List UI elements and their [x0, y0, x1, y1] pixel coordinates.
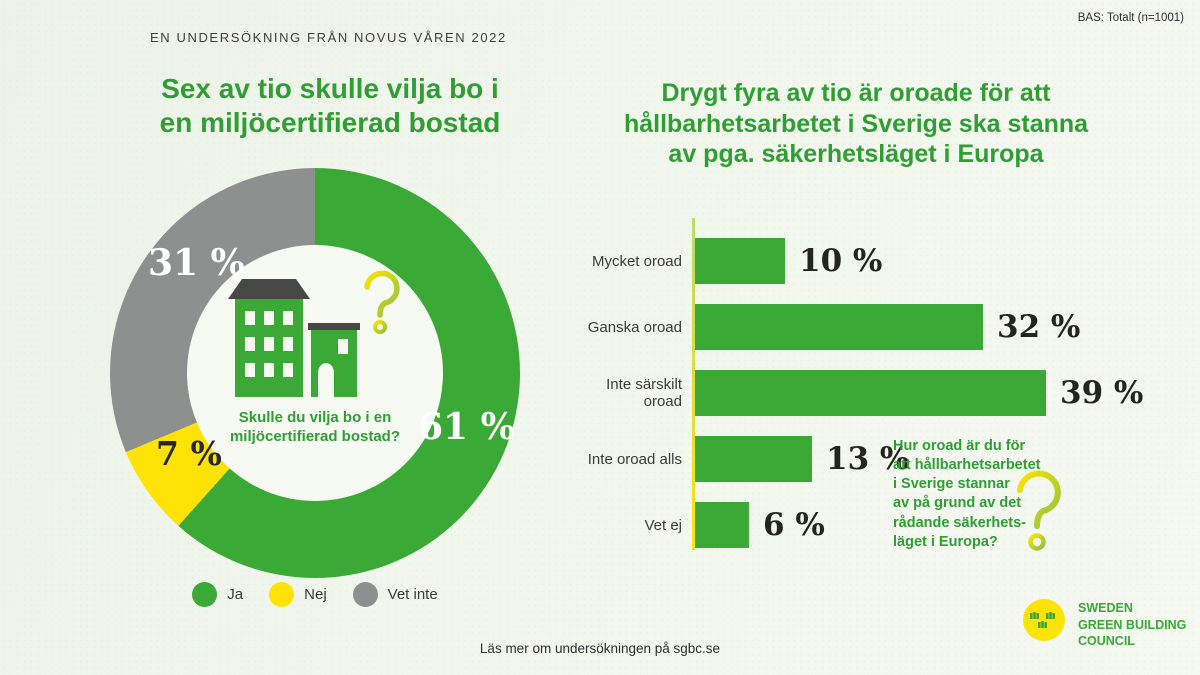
- bar-value-label: 39 %: [1060, 375, 1144, 411]
- legend-item: Vet inte: [352, 582, 438, 607]
- bar-value-label: 6 %: [763, 507, 825, 543]
- donut-slice-label-vet-inte: 31 %: [148, 242, 245, 284]
- bar-value-label: 32 %: [997, 309, 1081, 345]
- footer-link[interactable]: Läs mer om undersökningen på sgbc.se: [479, 641, 721, 656]
- bar-row: Vet ej 6 %: [575, 502, 1143, 548]
- question-line: rådande säkerhets-: [893, 514, 1026, 531]
- sgbc-logo-text: SWEDEN GREEN BUILDING COUNCIL: [1078, 598, 1186, 650]
- bar-category-label: Mycket oroad: [591, 252, 682, 270]
- bar-value-label: 13 %: [826, 441, 910, 477]
- legend-swatch: [192, 582, 218, 607]
- donut-chart-title: Sex av tio skulle vilja bo i en miljöcer…: [95, 72, 565, 139]
- title-line: en miljöcertifierad bostad: [159, 106, 501, 138]
- title-line: Sex av tio skulle vilja bo i: [161, 73, 499, 104]
- bar: [695, 502, 749, 548]
- bar-value-label: 10 %: [799, 243, 883, 279]
- legend: Ja Nej Vet inte: [110, 582, 520, 607]
- donut-slice-label-nej: 7 %: [156, 434, 222, 473]
- donut-center-question: Skulle du vilja bo i en miljöcertifierad…: [230, 409, 400, 447]
- sgbc-logo-icon: [1023, 599, 1065, 641]
- title-line: hållbarhetsarbetet i Sverige ska stanna: [623, 109, 1089, 138]
- title-line: av pga. säkerhetsläget i Europa: [668, 140, 1044, 168]
- donut-center: Skulle du vilja bo i en miljöcertifierad…: [187, 245, 443, 501]
- logo-line: GREEN BUILDING: [1078, 617, 1187, 632]
- bar-row: Ganska oroad 32 %: [575, 304, 1143, 350]
- bar: [695, 238, 785, 284]
- logo-line: SWEDEN: [1078, 601, 1133, 615]
- question-line: i Sverige stannar: [893, 476, 1010, 493]
- sample-base-label: BAS: Totalt (n=1001): [1077, 12, 1184, 24]
- bar-chart-title: Drygt fyra av tio är oroade för att håll…: [586, 78, 1126, 170]
- legend-swatch: [269, 582, 295, 607]
- bar: [695, 304, 983, 350]
- question-line: läget i Europa?: [893, 533, 998, 550]
- question-line: av på grund av det: [893, 495, 1022, 512]
- bar: [695, 370, 1046, 416]
- bar-category-label: Inte oroad alls: [587, 450, 682, 468]
- question-line: Skulle du vilja bo i en: [238, 409, 392, 426]
- bar-category-label: Ganska oroad: [587, 318, 682, 336]
- bar: [695, 436, 812, 482]
- bar-rows: Mycket oroad 10 % Ganska oroad 32 % Inte sär…: [575, 216, 1143, 568]
- sgbc-logo: SWEDEN GREEN BUILDING COUNCIL: [1022, 598, 1186, 650]
- bar-row: Mycket oroad 10 %: [575, 238, 1143, 284]
- legend-label: Ja: [227, 586, 244, 603]
- bar-row: Inte oroad alls 13 %: [575, 436, 1143, 482]
- building-icon: [228, 270, 400, 397]
- legend-label: Nej: [304, 586, 327, 603]
- bar-chart-question: Hur oroad är du för att hållbarhetsarbet…: [893, 437, 1073, 552]
- legend-label: Vet inte: [387, 586, 438, 603]
- question-mark-icon: [1017, 470, 1061, 551]
- title-line: Drygt fyra av tio är oroade för att: [661, 79, 1051, 107]
- bar-row: Inte särskilt oroad 39 %: [575, 370, 1143, 416]
- question-line: att hållbarhetsarbetet: [893, 457, 1041, 474]
- donut-slice-label-ja: 61 %: [418, 406, 515, 448]
- legend-swatch: [352, 582, 378, 607]
- question-line: Hur oroad är du för: [893, 438, 1026, 454]
- survey-source-label: EN UNDERSÖKNING FRÅN NOVUS VÅREN 2022: [150, 30, 507, 45]
- question-mark-icon: [364, 270, 400, 334]
- legend-item: Nej: [269, 582, 327, 607]
- bar-chart-axis: [692, 218, 695, 550]
- donut-chart: Skulle du vilja bo i en miljöcertifierad…: [110, 168, 520, 578]
- question-line: miljöcertifierad bostad?: [229, 427, 401, 445]
- bar-category-label: Vet ej: [644, 516, 682, 534]
- bar-category-label: Inte särskilt oroad: [606, 376, 682, 410]
- logo-line: COUNCIL: [1078, 634, 1135, 648]
- legend-item: Ja: [192, 582, 243, 607]
